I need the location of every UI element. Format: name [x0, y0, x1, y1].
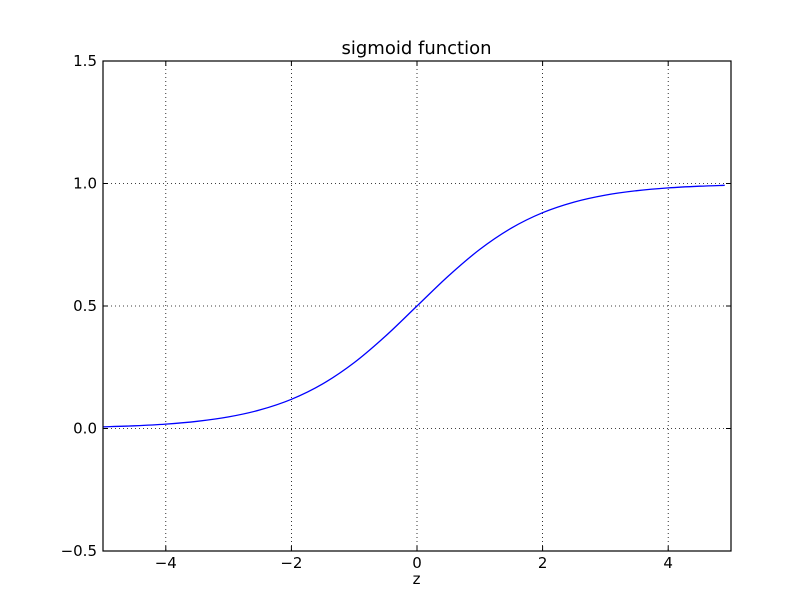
series-line — [102, 184, 725, 428]
x-tick-label: 2 — [538, 554, 548, 572]
x-tick-label: 0 — [412, 554, 422, 572]
x-tick-label: −2 — [280, 554, 302, 572]
tick-labels: −4 −2 0 2 4 −0.5 0.0 0.5 1.0 1.5 — [61, 52, 673, 572]
x-tick-label: −4 — [155, 554, 177, 572]
y-tick-label: 0.0 — [73, 420, 97, 438]
y-tick-label: 0.5 — [73, 297, 97, 315]
tick-marks — [103, 60, 731, 552]
grid-lines — [103, 61, 731, 551]
chart-title: sigmoid function — [341, 38, 491, 59]
y-tick-label: −0.5 — [61, 542, 97, 560]
x-axis-label: z — [413, 570, 421, 588]
plot-area: −4 −2 0 2 4 −0.5 0.0 0.5 1.0 1.5 — [61, 52, 732, 572]
y-tick-label: 1.0 — [73, 175, 97, 193]
y-tick-label: 1.5 — [73, 52, 97, 70]
series-layer — [102, 184, 725, 428]
x-tick-label: 4 — [663, 554, 673, 572]
